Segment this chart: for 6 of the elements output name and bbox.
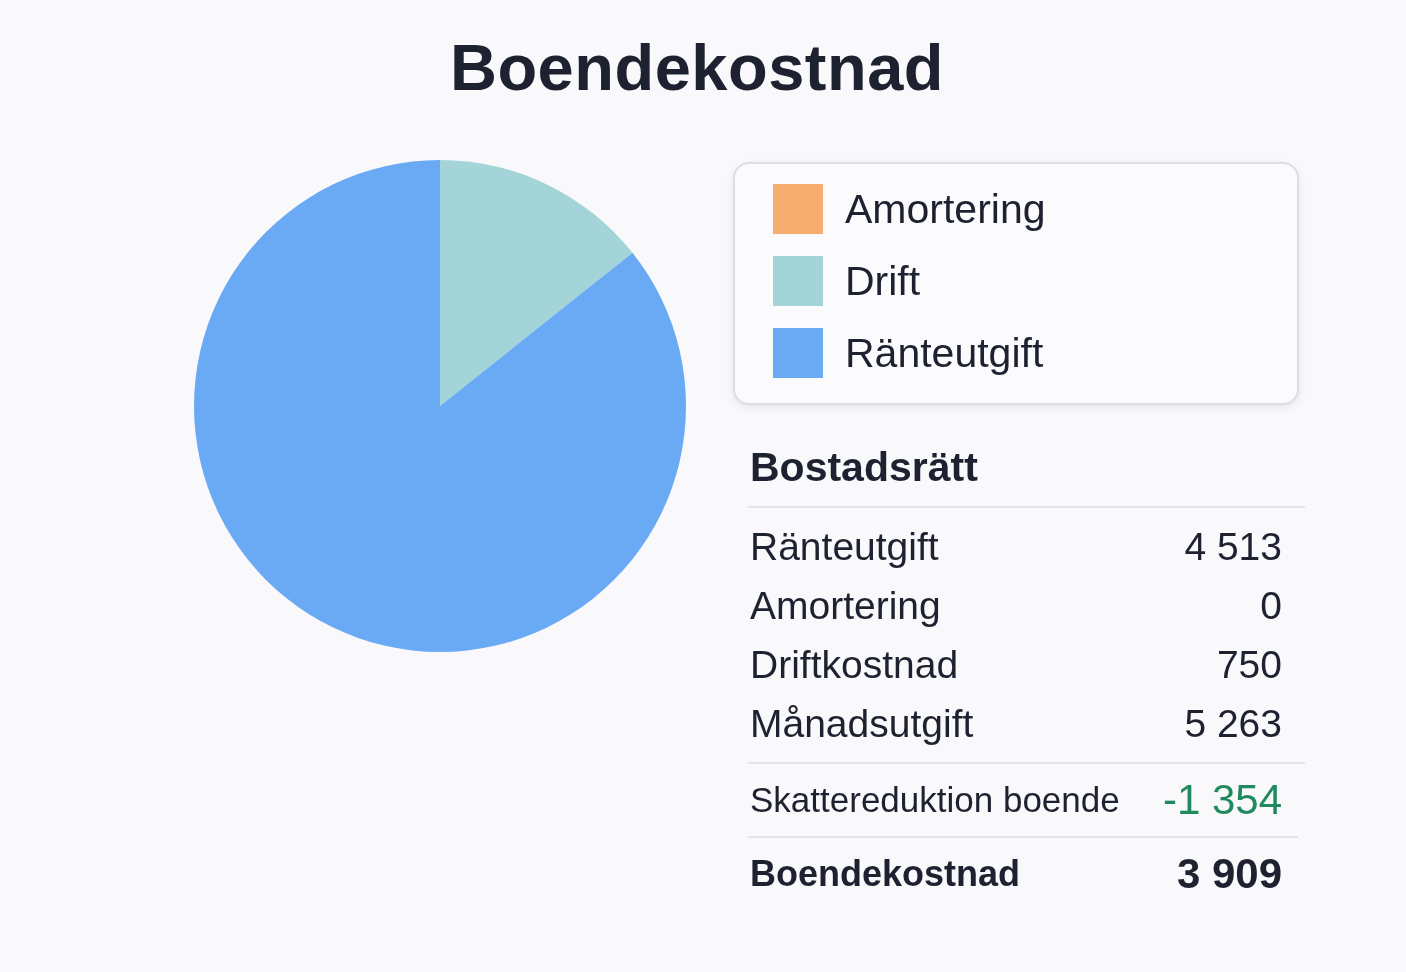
pie-slice — [194, 160, 686, 652]
legend-label: Drift — [845, 257, 921, 304]
chart-title: Boendekostnad — [448, 30, 946, 105]
legend-label: Ränteutgift — [845, 329, 1044, 376]
legend-label: Amortering — [845, 185, 1046, 232]
pie-slice — [440, 160, 633, 406]
